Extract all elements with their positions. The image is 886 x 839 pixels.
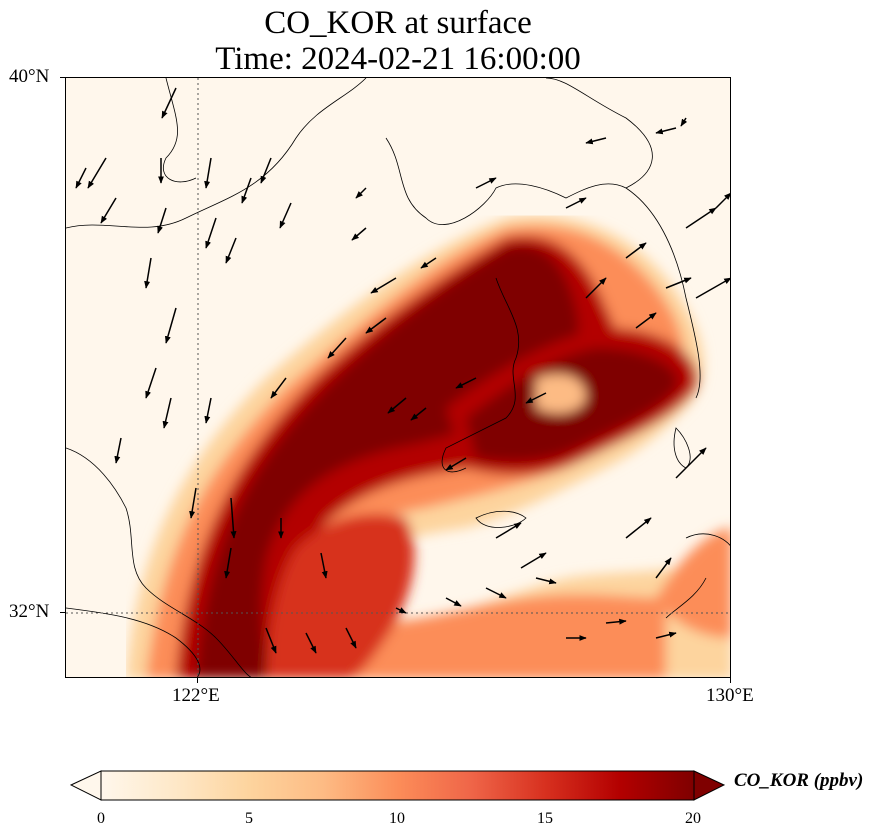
colorbar-tick-15: 15 <box>537 810 553 827</box>
lon-label-130: 130°E <box>706 685 754 706</box>
wind-arrow <box>685 207 717 229</box>
wind-arrow <box>164 307 177 344</box>
colorbar-extend-max <box>693 770 725 801</box>
wind-arrow <box>355 187 367 199</box>
wind-arrow <box>370 277 397 294</box>
wind-arrow <box>205 217 217 249</box>
wind-arrow <box>365 317 387 334</box>
wind-arrow <box>675 447 707 479</box>
colorbar <box>70 770 725 801</box>
wind-arrow <box>279 202 292 229</box>
colorbar-title: CO_KOR (ppbv) <box>734 770 864 791</box>
wind-arrow <box>445 457 467 471</box>
wind-arrow <box>270 377 287 399</box>
wind-arrow <box>204 157 212 189</box>
wind-arrow <box>665 277 692 289</box>
wind-arrow <box>260 157 272 184</box>
wind-arrow <box>585 137 607 145</box>
wind-arrow <box>655 557 672 579</box>
wind-arrow <box>535 577 557 585</box>
colorbar-extend-min <box>70 770 102 801</box>
wind-arrow <box>387 397 407 414</box>
colorbar-tick-0: 0 <box>97 810 105 827</box>
lat-tick-32 <box>60 612 65 613</box>
colorbar-tick-20: 20 <box>685 810 701 827</box>
colorbar-tick-10: 10 <box>389 810 405 827</box>
wind-arrow <box>585 277 607 299</box>
wind-arrow <box>410 407 427 421</box>
wind-arrow <box>145 367 157 399</box>
lon-tick-122 <box>197 678 198 683</box>
wind-arrow <box>475 177 497 189</box>
wind-arrow <box>144 257 152 289</box>
wind-arrow <box>455 377 477 389</box>
wind-arrow <box>695 277 730 299</box>
map-panel <box>65 77 731 678</box>
wind-arrow <box>225 237 237 264</box>
wind-arrow <box>189 487 197 519</box>
wind-arrow <box>305 632 317 654</box>
wind-arrow <box>625 242 647 259</box>
wind-arrow <box>420 257 437 269</box>
wind-arrow <box>625 517 652 539</box>
wind-arrow <box>565 197 587 209</box>
wind-arrow <box>605 618 627 625</box>
concentration-map <box>66 78 730 677</box>
wind-arrow <box>75 167 87 189</box>
wind-arrow <box>265 627 277 654</box>
wind-arrow <box>525 392 547 404</box>
lon-label-122: 122°E <box>172 685 220 706</box>
colorbar-gradient <box>100 770 695 801</box>
lat-label-32: 32°N <box>9 601 50 622</box>
wind-arrow <box>655 631 677 639</box>
map-title-line1: CO_KOR at surface <box>264 5 532 41</box>
wind-arrow <box>87 157 107 189</box>
wind-arrow <box>715 192 730 209</box>
wind-arrow <box>351 227 367 241</box>
wind-arrow <box>320 552 328 579</box>
wind-arrow <box>100 197 117 224</box>
wind-arrow <box>345 627 357 649</box>
wind-arrow <box>327 337 347 359</box>
wind-arrow <box>161 87 177 119</box>
wind-arrow <box>241 177 252 204</box>
wind-arrow <box>445 597 462 607</box>
wind-arrow <box>395 607 407 614</box>
wind-arrow <box>495 522 522 539</box>
colorbar-tick-5: 5 <box>245 810 253 827</box>
coastlines <box>66 78 730 677</box>
lat-tick-40 <box>60 77 65 78</box>
wind-arrow <box>114 437 122 464</box>
wind-arrow <box>230 497 237 539</box>
wind-arrow <box>635 312 657 329</box>
map-title-line2: Time: 2024-02-21 16:00:00 <box>215 41 581 77</box>
wind-arrow <box>157 207 167 234</box>
wind-arrow <box>162 397 172 429</box>
lat-label-40: 40°N <box>9 66 50 87</box>
wind-vectors <box>75 87 730 654</box>
wind-arrow <box>655 127 677 135</box>
lon-tick-130 <box>730 678 731 683</box>
wind-arrow <box>485 587 507 599</box>
wind-arrow <box>520 552 547 569</box>
wind-arrow <box>204 397 212 424</box>
gridlines <box>66 78 730 677</box>
wind-arrow <box>680 117 688 127</box>
wind-arrow <box>224 547 232 579</box>
